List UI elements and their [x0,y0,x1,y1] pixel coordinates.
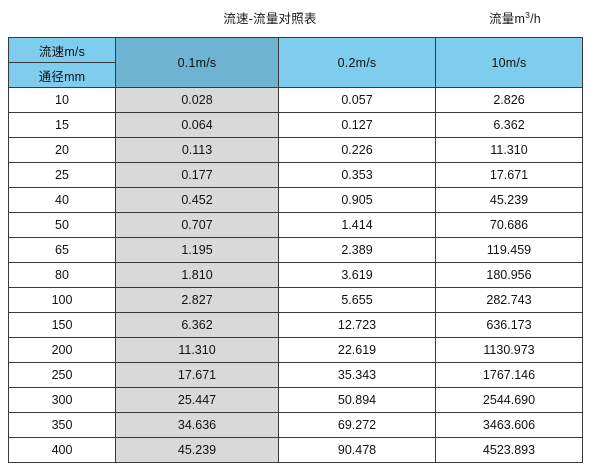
cell-flow-value: 636.173 [435,312,583,338]
flow-unit-superscript: 3 [525,9,531,20]
cell-flow-value: 70.686 [435,212,583,238]
table-row: 40 0.452 0.905 45.239 [8,187,583,213]
cell-flow-value: 34.636 [115,412,279,438]
cell-diameter: 200 [8,337,116,363]
table-body: 流速m/s 0.1m/s 0.2m/s 10m/s 通径mm 10 0.028 0.… [8,37,583,463]
cell-diameter: 20 [8,137,116,163]
cell-flow-value: 50.894 [278,387,436,413]
cell-diameter: 65 [8,237,116,263]
cell-diameter: 50 [8,212,116,238]
flow-unit-suffix: /h [530,12,541,26]
table-row: 50 0.707 1.414 70.686 [8,212,583,238]
table-row: 350 34.636 69.272 3463.606 [8,412,583,438]
flow-table-container: 流速m/s 0.1m/s 0.2m/s 10m/s 通径mm 10 0.028 0.… [8,37,583,463]
table-row: 80 1.810 3.619 180.956 [8,262,583,288]
cell-flow-value: 0.028 [115,87,279,113]
cell-diameter: 400 [8,437,116,463]
cell-flow-value: 6.362 [115,312,279,338]
cell-diameter: 15 [8,112,116,138]
cell-flow-value: 17.671 [115,362,279,388]
cell-flow-value: 17.671 [435,162,583,188]
cell-flow-value: 0.177 [115,162,279,188]
cell-flow-value: 0.226 [278,137,436,163]
cell-flow-value: 0.707 [115,212,279,238]
cell-flow-value: 0.353 [278,162,436,188]
cell-flow-value: 11.310 [115,337,279,363]
table-row: 400 45.239 90.478 4523.893 [8,437,583,463]
cell-diameter: 100 [8,287,116,313]
cell-flow-value: 180.956 [435,262,583,288]
cell-flow-value: 35.343 [278,362,436,388]
table-row: 15 0.064 0.127 6.362 [8,112,583,138]
cell-flow-value: 3.619 [278,262,436,288]
cell-flow-value: 1130.973 [435,337,583,363]
cell-flow-value: 90.478 [278,437,436,463]
cell-flow-value: 0.127 [278,112,436,138]
cell-diameter: 10 [8,87,116,113]
cell-flow-value: 6.362 [435,112,583,138]
caption-strip: 流速-流量对照表 流量m3/h [0,0,600,37]
table-row: 250 17.671 35.343 1767.146 [8,362,583,388]
cell-flow-value: 25.447 [115,387,279,413]
table-row: 10 0.028 0.057 2.826 [8,87,583,113]
cell-flow-value: 0.057 [278,87,436,113]
table-row: 100 2.827 5.655 282.743 [8,287,583,313]
cell-diameter: 40 [8,187,116,213]
cell-flow-value: 119.459 [435,237,583,263]
cell-flow-value: 282.743 [435,287,583,313]
header-velocity-label: 流速m/s [8,37,116,63]
cell-flow-value: 5.655 [278,287,436,313]
table-row: 200 11.310 22.619 1130.973 [8,337,583,363]
table-row: 20 0.113 0.226 11.310 [8,137,583,163]
cell-diameter: 350 [8,412,116,438]
chart-title: 流速-流量对照表 [223,12,317,26]
table-header-row-bottom: 通径mm [8,62,583,88]
cell-diameter: 150 [8,312,116,338]
cell-flow-value: 0.905 [278,187,436,213]
table-header-row-top: 流速m/s 0.1m/s 0.2m/s 10m/s [8,37,583,88]
header-diameter-label: 通径mm [8,62,116,88]
table-row: 300 25.447 50.894 2544.690 [8,387,583,413]
cell-diameter: 25 [8,162,116,188]
cell-diameter: 80 [8,262,116,288]
cell-flow-value: 45.239 [435,187,583,213]
cell-flow-value: 1.195 [115,237,279,263]
cell-flow-value: 45.239 [115,437,279,463]
cell-diameter: 250 [8,362,116,388]
cell-flow-value: 2.826 [435,87,583,113]
header-velocity-0.1: 0.1m/s [115,37,279,88]
cell-flow-value: 1767.146 [435,362,583,388]
cell-flow-value: 0.113 [115,137,279,163]
cell-flow-value: 2.389 [278,237,436,263]
flow-unit-label: 流量m3/h [440,8,590,27]
header-velocity-0.2: 0.2m/s [278,37,436,88]
cell-flow-value: 12.723 [278,312,436,338]
flow-unit-prefix: 流量m [489,12,526,26]
table-row: 25 0.177 0.353 17.671 [8,162,583,188]
cell-flow-value: 2.827 [115,287,279,313]
cell-flow-value: 22.619 [278,337,436,363]
cell-diameter: 300 [8,387,116,413]
cell-flow-value: 1.810 [115,262,279,288]
header-velocity-10: 10m/s [435,37,583,88]
cell-flow-value: 69.272 [278,412,436,438]
cell-flow-value: 3463.606 [435,412,583,438]
cell-flow-value: 2544.690 [435,387,583,413]
velocity-flow-table: 流速m/s 0.1m/s 0.2m/s 10m/s 通径mm 10 0.028 0.… [8,37,583,463]
cell-flow-value: 4523.893 [435,437,583,463]
cell-flow-value: 1.414 [278,212,436,238]
cell-flow-value: 0.452 [115,187,279,213]
table-row: 65 1.195 2.389 119.459 [8,237,583,263]
cell-flow-value: 11.310 [435,137,583,163]
cell-flow-value: 0.064 [115,112,279,138]
table-row: 150 6.362 12.723 636.173 [8,312,583,338]
